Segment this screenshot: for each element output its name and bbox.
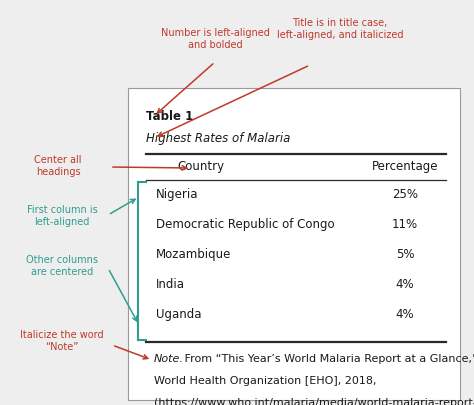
Text: 25%: 25%: [392, 188, 418, 201]
Text: Table 1: Table 1: [146, 110, 193, 123]
Text: 4%: 4%: [396, 308, 414, 321]
Text: 11%: 11%: [392, 218, 418, 231]
Text: Other columns
are centered: Other columns are centered: [26, 255, 98, 277]
Text: From “This Year’s World Malaria Report at a Glance,” by: From “This Year’s World Malaria Report a…: [181, 354, 474, 364]
Text: Percentage: Percentage: [372, 160, 438, 173]
Text: 4%: 4%: [396, 278, 414, 291]
Text: (https://www.who.int/malaria/media/world-malaria-report-2018/en/).: (https://www.who.int/malaria/media/world…: [154, 398, 474, 405]
Text: Number is left-aligned
and bolded: Number is left-aligned and bolded: [161, 28, 269, 49]
Text: Nigeria: Nigeria: [156, 188, 199, 201]
Text: Title is in title case,
left-aligned, and italicized: Title is in title case, left-aligned, an…: [277, 18, 403, 40]
FancyBboxPatch shape: [128, 88, 460, 400]
Text: India: India: [156, 278, 185, 291]
Text: 5%: 5%: [396, 248, 414, 261]
Text: Highest Rates of Malaria: Highest Rates of Malaria: [146, 132, 291, 145]
Text: Note.: Note.: [154, 354, 184, 364]
Text: Country: Country: [177, 160, 225, 173]
Text: First column is
left-aligned: First column is left-aligned: [27, 205, 97, 227]
Text: Uganda: Uganda: [156, 308, 201, 321]
Text: Democratic Republic of Congo: Democratic Republic of Congo: [156, 218, 335, 231]
Text: World Health Organization [EHO], 2018,: World Health Organization [EHO], 2018,: [154, 376, 376, 386]
Text: Italicize the word
“Note”: Italicize the word “Note”: [20, 330, 104, 352]
Text: Center all
headings: Center all headings: [34, 155, 82, 177]
Text: Mozambique: Mozambique: [156, 248, 231, 261]
